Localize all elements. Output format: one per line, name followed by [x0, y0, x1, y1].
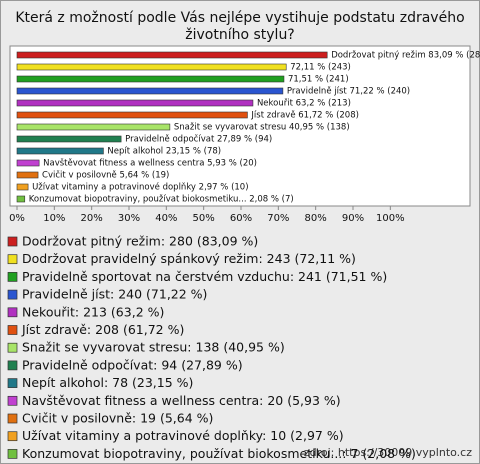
legend-label: Pravidelně sportovat na čerstvém vzduchu…: [22, 269, 387, 284]
x-tick-label: 20%: [81, 213, 103, 224]
legend-label: Pravidelně jíst: 240 (71,22 %): [22, 287, 207, 302]
legend-swatch: [7, 254, 18, 265]
chart-title: Která z možností podle Vás nejlépe vysti…: [15, 10, 464, 26]
legend-swatch: [7, 413, 18, 424]
value-label: Snažit se vyvarovat stresu 40,95 % (138): [174, 123, 350, 133]
bar: [16, 171, 39, 179]
legend-swatch: [7, 360, 18, 371]
value-label: Jíst zdravě 61,72 % (208): [250, 111, 359, 121]
legend-label: Pravidelně odpočívat: 94 (27,89 %): [22, 357, 243, 372]
bar: [16, 159, 40, 167]
value-label: 72,11 % (243): [290, 63, 351, 73]
legend-label: Cvičit v posilovně: 19 (5,64 %): [22, 411, 213, 426]
x-tick-label: 30%: [118, 213, 140, 224]
x-tick-label: 0%: [9, 213, 25, 224]
legend-label: Jíst zdravě: 208 (61,72 %): [21, 322, 184, 337]
x-tick-label: 40%: [155, 213, 177, 224]
x-tick-label: 70%: [267, 213, 289, 224]
legend-label: Konzumovat biopotraviny, používat biokos…: [22, 446, 416, 461]
bar: [16, 51, 328, 59]
bar: [16, 183, 29, 191]
legend-swatch: [7, 289, 18, 300]
value-label: Užívat vitaminy a potravinové doplňky 2,…: [32, 182, 248, 193]
legend-label: Nepít alkohol: 78 (23,15 %): [22, 375, 193, 390]
source: zdroj: https://30009.vyplnto.cz: [304, 446, 472, 459]
bar: [16, 135, 122, 143]
x-tick-label: 10%: [43, 213, 65, 224]
value-label: 71,51 % (241): [288, 75, 349, 85]
x-tick-label: 60%: [230, 213, 252, 224]
legend-swatch: [7, 378, 18, 388]
value-label: Pravidelně jíst 71,22 % (240): [287, 87, 410, 97]
x-tick-label: 90%: [342, 213, 364, 224]
value-label: Konzumovat biopotraviny, používat biokos…: [29, 195, 294, 205]
value-label: Nepít alkohol 23,15 % (78): [107, 147, 221, 157]
bar: [16, 147, 104, 155]
bar: [16, 63, 287, 71]
legend-swatch: [7, 236, 18, 247]
legend-swatch: [7, 325, 18, 335]
legend-swatch: [7, 272, 18, 282]
chart-title: životního stylu?: [185, 27, 295, 43]
legend-swatch: [7, 449, 18, 459]
bar: [16, 87, 284, 95]
legend-label: Nekouřit: 213 (63,2 %): [22, 304, 164, 319]
bar: [16, 75, 285, 83]
bar: [16, 99, 254, 107]
x-tick-label: 80%: [305, 213, 327, 224]
legend-label: Dodržovat pravidelný spánkový režim: 243…: [22, 251, 356, 266]
bar: [16, 123, 171, 131]
x-tick-label: 50%: [193, 213, 215, 224]
legend-label: Užívat vitaminy a potravinové doplňky: 1…: [22, 428, 344, 443]
value-label: Cvičit v posilovně 5,64 % (19): [42, 170, 169, 181]
legend-label: Dodržovat pitný režim: 280 (83,09 %): [22, 234, 258, 249]
value-label: Pravidelně odpočívat 27,89 % (94): [125, 134, 272, 145]
value-label: Dodržovat pitný režim 83,09 % (28: [331, 51, 480, 61]
legend-swatch: [7, 307, 18, 318]
legend-label: Navštěvovat fitness a wellness centra: 2…: [22, 393, 341, 408]
legend-swatch: [7, 431, 18, 442]
legend-swatch: [7, 395, 18, 406]
value-label: Nekouřit 63,2 % (213): [257, 99, 351, 109]
legend-swatch: [7, 342, 18, 353]
value-label: Navštěvovat fitness a wellness centra 5,…: [43, 158, 257, 169]
legend-label: Snažit se vyvarovat stresu: 138 (40,95 %…: [22, 340, 285, 355]
bar: [16, 111, 248, 119]
x-tick-label: 100%: [376, 213, 405, 224]
bar: [16, 195, 26, 203]
